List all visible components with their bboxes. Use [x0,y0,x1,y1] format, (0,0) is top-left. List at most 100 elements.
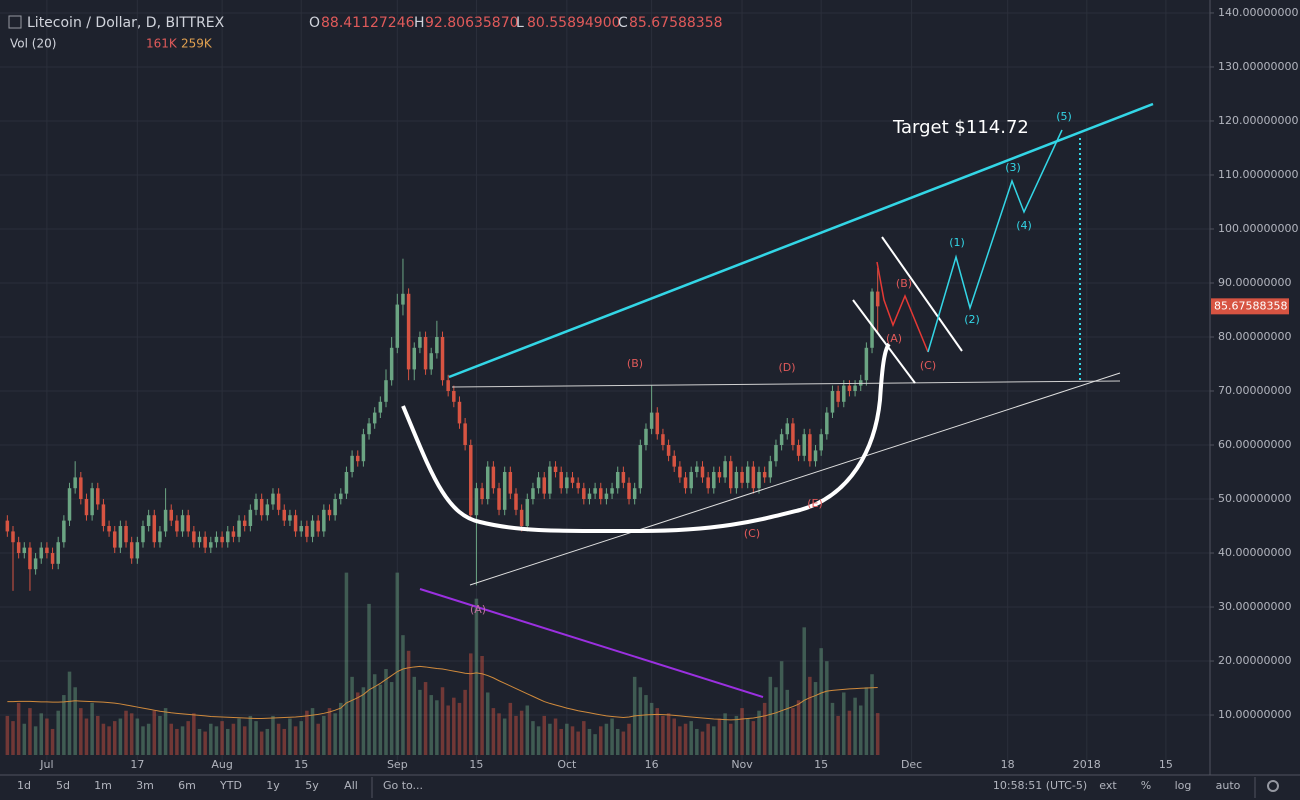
range-button[interactable]: 1m [94,779,112,792]
candle-body [254,499,258,510]
candle-body [282,509,287,521]
range-button[interactable]: 3m [136,779,154,792]
volume-bar [355,692,360,755]
volume-bar [446,705,450,755]
ohlc-letter: C [618,15,628,31]
volume-bar [762,702,767,755]
y-tick-label: 140.00000000 [1218,6,1298,19]
price-axis [1210,0,1300,775]
x-tick-label: 17 [130,758,144,771]
volume-trend [419,588,764,698]
goto-button[interactable]: Go to... [383,779,423,792]
volume-bar [621,731,626,755]
volume-bar [242,726,247,755]
range-button[interactable]: 1d [17,779,31,792]
candle-body [717,472,722,478]
candles [5,258,880,591]
volume-bar [813,682,818,755]
candle-body [508,472,513,494]
volume-bar [712,726,716,755]
volume-bar [276,723,281,755]
candle-body [796,445,801,456]
volume-bar [389,682,394,755]
volume-bar [112,721,117,755]
wave-label: (2) [964,313,980,326]
candle-body [367,423,371,435]
volume-bar [842,692,846,755]
candle-body [322,509,326,532]
volume-bar [870,674,874,755]
candle-body [45,547,49,554]
volume-bar [231,723,236,755]
wave-label: (C) [744,527,760,540]
toolbar: 1d 5d 1m 3m 6m YTD 1y 5y All Go to... 10:58:51 (UT… [17,777,1279,798]
candle-body [372,412,377,424]
volume-bar [836,715,840,755]
candle-body [870,291,874,348]
volume-bar [548,723,552,755]
option-button[interactable]: % [1141,779,1151,792]
volume-bar [350,676,354,755]
volume-bar [135,718,140,755]
candle-body [853,385,857,392]
candle-body [293,515,298,532]
candle-body [203,536,207,548]
candle-body [271,493,275,505]
volume-bar [666,713,671,755]
candle-body [491,466,496,489]
candle-body [316,520,320,532]
y-tick-label: 70.00000000 [1218,384,1291,397]
settings-icon[interactable] [1267,780,1279,792]
range-button[interactable]: 5d [56,779,70,792]
x-tick-label: Oct [557,758,577,771]
volume-bar [774,687,778,755]
volume-bar [339,702,343,755]
wave-label: (C) [920,359,936,372]
volume-bar [175,728,179,755]
candle-body [728,461,733,489]
y-tick-label: 80.00000000 [1218,330,1291,343]
range-button[interactable]: All [344,779,358,792]
volume-bar [129,713,134,755]
range-button[interactable]: 6m [178,779,196,792]
option-button[interactable]: log [1175,779,1192,792]
volume-bar [536,726,541,755]
candle-body [666,445,671,456]
range-button[interactable]: 5y [305,779,319,792]
volume-bar [734,715,739,755]
candle-body [745,466,750,483]
target-label: Target $114.72 [892,117,1029,138]
range-button[interactable]: 1y [266,779,280,792]
volume-bar [525,705,530,755]
x-tick-label: 2018 [1073,758,1101,771]
y-tick-label: 40.00000000 [1218,546,1291,559]
candle-body [231,531,236,537]
volume-bar [875,713,880,755]
volume-bar [107,726,111,755]
volume-bar [50,728,55,755]
volume-bar [825,661,829,755]
candle-body [875,291,880,307]
volume-bar [717,718,722,755]
candle-body [802,434,806,456]
candle-body [146,515,151,527]
volume-bar [33,726,38,755]
volume-value: 161K [146,37,178,51]
candle-body [90,488,94,516]
volume-bar [203,731,207,755]
candle-body [689,472,693,489]
volume-bar [638,687,643,755]
candle-body [615,472,620,489]
option-button[interactable]: ext [1099,779,1117,792]
collapse-icon[interactable] [8,15,22,29]
x-tick-label: Nov [731,758,753,771]
volume-bar [226,728,230,755]
candle-body [435,336,439,354]
volume-bar [401,635,405,755]
range-button[interactable]: YTD [219,779,242,792]
volume-bar [378,684,383,755]
y-tick-label: 130.00000000 [1218,60,1298,73]
option-button[interactable]: auto [1216,779,1241,792]
candle-body [355,455,360,462]
